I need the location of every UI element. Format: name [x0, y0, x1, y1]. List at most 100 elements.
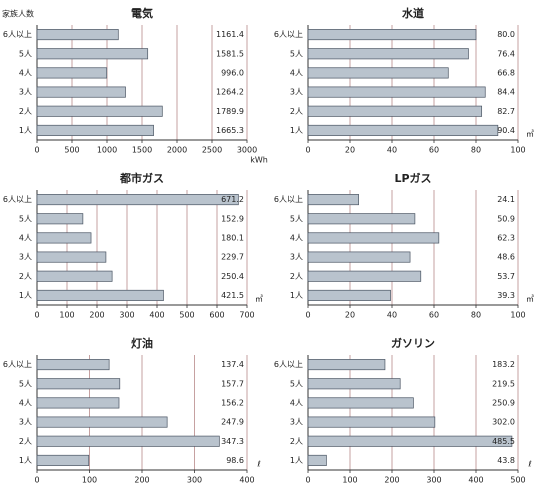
x-tick-label: 100 [59, 311, 74, 320]
bar [307, 29, 477, 41]
bar [307, 251, 411, 263]
value-label: 80.0 [497, 30, 515, 39]
x-tick-label: 300 [187, 476, 202, 485]
value-label: 347.3 [221, 437, 244, 446]
chart-title: 都市ガス [119, 171, 164, 185]
chart-title: ガソリン [391, 336, 435, 350]
x-tick-label: 600 [209, 311, 224, 320]
y-tick-label: 3人 [290, 418, 303, 427]
value-label: 250.4 [221, 272, 244, 281]
value-label: 247.9 [221, 418, 244, 427]
x-tick-label: 400 [468, 476, 483, 485]
value-label: 1264.2 [216, 88, 244, 97]
value-label: 183.2 [492, 360, 515, 369]
x-tick-label: 40 [387, 311, 397, 320]
bar [36, 105, 163, 117]
bar [36, 289, 164, 301]
y-axis-title: 家族人数 [2, 9, 34, 19]
x-tick-label: 80 [471, 146, 481, 155]
y-tick-label: 2人 [19, 272, 32, 281]
bar [36, 124, 154, 136]
bar [36, 86, 126, 98]
bar [307, 270, 422, 282]
bar [36, 29, 119, 41]
bar [36, 454, 90, 466]
bar [307, 359, 386, 371]
x-tick-label: 500 [64, 146, 79, 155]
x-tick-label: 40 [387, 146, 397, 155]
bar [36, 67, 108, 79]
bar [307, 289, 391, 301]
y-tick-label: 5人 [290, 379, 303, 388]
y-tick-label: 2人 [19, 437, 32, 446]
value-label: 1789.9 [216, 107, 244, 116]
y-tick-label: 5人 [290, 49, 303, 58]
value-label: 76.4 [497, 49, 515, 58]
x-tick-label: 400 [149, 311, 164, 320]
y-tick-label: 1人 [19, 456, 32, 465]
x-tick-label: 2000 [167, 146, 187, 155]
chart-title: 電気 [131, 6, 153, 20]
bar [307, 232, 440, 244]
y-tick-label: 2人 [290, 437, 303, 446]
bar [36, 378, 121, 390]
bar [307, 435, 513, 447]
y-tick-label: 4人 [19, 68, 32, 77]
y-tick-label: 6人以上 [274, 30, 303, 39]
y-tick-label: 5人 [19, 49, 32, 58]
x-tick-label: 0 [305, 311, 310, 320]
y-tick-label: 2人 [290, 107, 303, 116]
x-tick-label: 100 [510, 311, 525, 320]
x-tick-label: 0 [34, 311, 39, 320]
value-label: 229.7 [221, 253, 244, 262]
x-tick-label: 60 [429, 311, 439, 320]
x-tick-label: 500 [510, 476, 525, 485]
y-tick-label: 3人 [290, 88, 303, 97]
x-tick-label: 20 [345, 311, 355, 320]
value-label: 39.3 [497, 291, 515, 300]
chart-title: 水道 [402, 6, 424, 20]
y-tick-label: 4人 [290, 68, 303, 77]
y-tick-label: 4人 [290, 398, 303, 407]
y-tick-label: 6人以上 [274, 195, 303, 204]
value-label: 219.5 [492, 379, 515, 388]
value-label: 84.4 [497, 88, 515, 97]
value-label: 43.8 [497, 456, 515, 465]
bar [36, 232, 92, 244]
value-label: 485.5 [492, 437, 515, 446]
bar [36, 270, 113, 282]
value-label: 53.7 [497, 272, 515, 281]
x-tick-label: 200 [89, 311, 104, 320]
y-tick-label: 5人 [19, 379, 32, 388]
y-tick-label: 1人 [290, 126, 303, 135]
unit-label: ㎥ [255, 295, 263, 304]
bar [307, 124, 499, 136]
y-tick-label: 6人以上 [3, 360, 32, 369]
value-label: 180.1 [221, 233, 244, 242]
value-label: 1665.3 [216, 126, 244, 135]
bar [307, 48, 469, 60]
value-label: 157.7 [221, 379, 244, 388]
chart-title: LPガス [394, 171, 431, 185]
y-tick-label: 1人 [19, 126, 32, 135]
y-tick-label: 3人 [19, 88, 32, 97]
value-label: 137.4 [221, 360, 244, 369]
x-tick-label: 100 [342, 476, 357, 485]
y-tick-label: 3人 [19, 418, 32, 427]
bar [307, 397, 414, 409]
bar [307, 213, 416, 225]
bar [36, 194, 239, 206]
bar [36, 48, 149, 60]
x-tick-label: 60 [429, 146, 439, 155]
bar [307, 105, 483, 117]
x-tick-label: 80 [471, 311, 481, 320]
y-tick-label: 6人以上 [3, 30, 32, 39]
value-label: 90.4 [497, 126, 515, 135]
unit-label: ℓ [527, 460, 531, 469]
chart-title: 灯油 [131, 336, 153, 350]
value-label: 48.6 [497, 253, 515, 262]
x-tick-label: 2500 [202, 146, 222, 155]
x-tick-label: 400 [239, 476, 254, 485]
y-tick-label: 1人 [19, 291, 32, 300]
bar [307, 454, 327, 466]
